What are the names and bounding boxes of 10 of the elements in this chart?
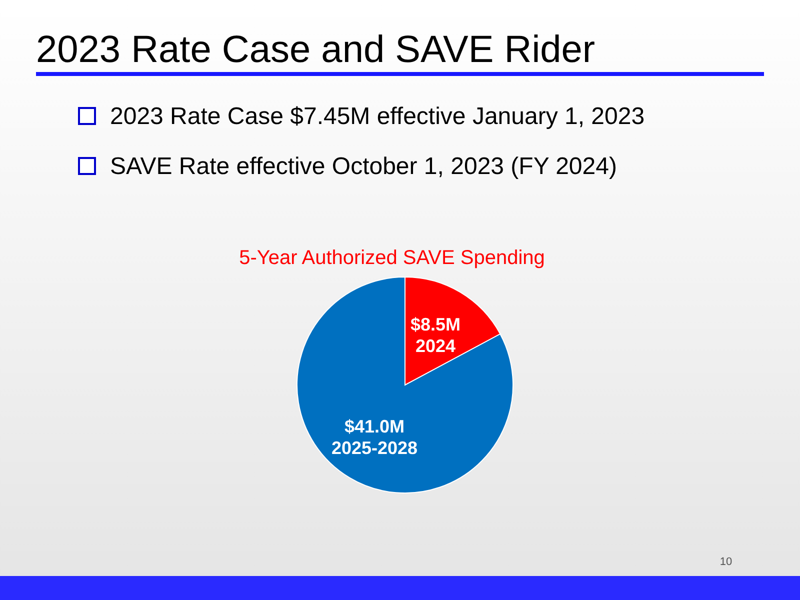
pie-slice [296, 276, 514, 494]
text: 2023 Rate Case $7.45M effective January 1, 2023 [110, 103, 645, 130]
chart-subtitle: 5-Year Authorized SAVE Spending [239, 247, 545, 269]
slice-label: 2024 [415, 336, 456, 356]
text: 10 [720, 556, 732, 568]
slice-label: 2025-2028 [331, 438, 418, 458]
text: SAVE Rate effective October 1, 2023 (FY 2024) [110, 153, 617, 180]
data-label: $8.5M [410, 314, 461, 334]
chart-title: 2023 Rate Case and SAVE Rider [36, 29, 596, 71]
data-label: $41.0M [344, 416, 405, 436]
